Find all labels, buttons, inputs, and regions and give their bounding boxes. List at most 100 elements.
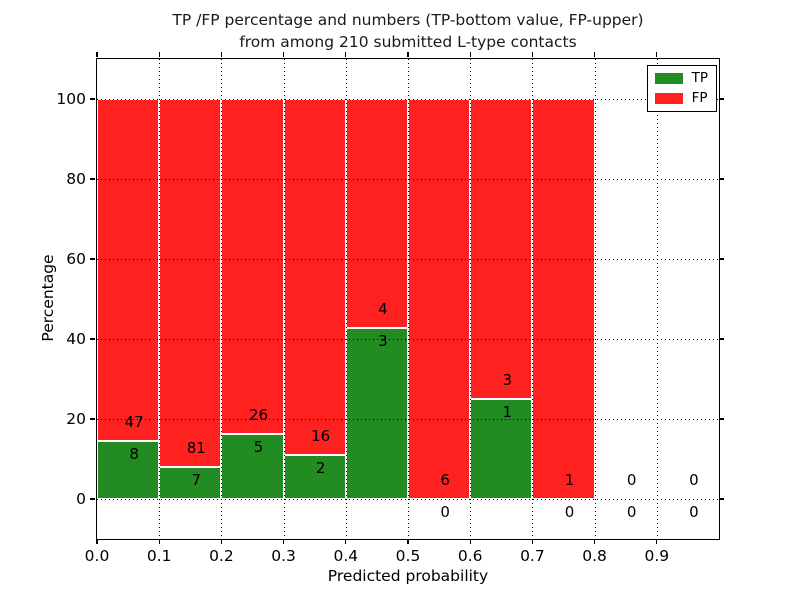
chart-title-line2: from among 210 submitted L-type contacts [239,33,577,51]
plot-area: 0.0 0.1 0.2 0.3 0.4 0.5 0.6 0.7 0.8 0.9 0 20 40 60 80 1… [56,52,724,565]
fp-count-annotation: 81 [186,439,206,458]
y-tick-mark [719,338,724,340]
y-tick-mark [719,258,724,260]
x-tick-mark [282,52,285,57]
x-gridline [594,59,596,539]
x-gridline [283,59,285,539]
legend-entry-tp: TP [654,70,708,86]
x-tick-mark [220,539,223,544]
fp-count-annotation: 4 [378,299,388,318]
x-tick-label: 0.8 [582,547,607,565]
x-tick-mark [96,52,98,57]
x-tick-label: 0.4 [333,547,359,565]
fp-bar-segment [97,99,160,441]
fp-bar-segment [470,99,533,399]
x-tick-label: 0.2 [209,547,234,565]
x-tick-mark [220,52,223,57]
tp-legend-label: TP [691,70,708,86]
x-tick-mark [469,52,471,57]
y-gridline [97,179,719,180]
y-tick-mark [90,258,95,260]
y-tick-label: 0 [76,490,86,508]
fp-count-annotation: 3 [502,371,513,389]
tp-count-annotation: 2 [315,458,326,477]
x-tick-mark [531,52,534,57]
x-tick-mark [158,52,160,57]
fp-count-annotation: 0 [689,471,699,489]
fp-count-annotation: 26 [248,406,269,425]
y-gridline [97,259,719,260]
legend: TP FP [646,65,717,112]
x-tick-mark [282,539,285,544]
tp-count-annotation: 0 [564,503,575,521]
tp-bar-segment [345,327,408,499]
legend-entry-fp: FP [654,90,708,106]
x-gridline [345,59,347,539]
x-tick-mark [656,539,658,544]
tp-count-annotation: 5 [253,438,264,457]
x-tick-mark [593,539,596,544]
grid-layer [97,59,719,539]
tp-count-annotation: 1 [502,403,513,421]
y-tick-mark [719,418,724,420]
fp-count-annotation: 6 [440,471,450,489]
y-tick-label: 80 [66,170,86,188]
x-tick-mark [656,52,658,57]
tp-legend-swatch [654,73,683,84]
x-tick-mark [158,539,160,544]
y-tick-mark [719,98,724,100]
tp-count-annotation: 8 [129,444,139,463]
tp-bar-segment [159,467,222,499]
x-tick-mark [407,539,409,544]
fp-count-annotation: 1 [564,471,575,489]
x-tick-mark [96,539,98,544]
y-gridline [97,419,719,420]
chart-title: TP /FP percentage and numbers (TP-bottom… [96,9,720,53]
fp-count-annotation: 0 [626,471,637,489]
tp-bar-segment [221,434,284,499]
tp-count-annotation: 0 [626,503,637,521]
x-tick-mark [531,539,534,544]
tp-count-annotation: 0 [689,503,699,521]
x-tick-label: 0.3 [271,547,296,565]
x-tick-mark [593,52,596,57]
x-gridline [408,59,409,539]
fp-legend-label: FP [691,90,708,106]
axis-layer: 0.0 0.1 0.2 0.3 0.4 0.5 0.6 0.7 0.8 0.9 0 20 40 60 80 1… [56,52,724,565]
y-tick-mark [90,498,95,500]
fp-bar-segment [408,99,471,499]
x-tick-label: 0.6 [457,547,483,565]
x-gridline [470,59,472,539]
y-gridline [97,99,719,100]
y-tick-mark [90,338,95,340]
y-tick-mark [719,178,724,180]
fp-count-annotation: 47 [124,412,144,431]
x-tick-mark [407,52,409,57]
y-axis-label: Percentage [39,254,57,342]
x-tick-mark [469,539,471,544]
tp-count-annotation: 3 [378,331,388,350]
tp-bar-segment [97,440,160,499]
x-tick-label: 0.7 [520,547,545,565]
y-tick-label: 40 [66,330,86,348]
x-axis-label: Predicted probability [327,567,489,585]
y-tick-label: 100 [56,90,86,108]
fp-bar-segment [532,99,595,499]
y-gridline [97,499,719,500]
x-tick-mark [345,539,347,544]
y-gridline [97,339,719,340]
x-tick-label: 0.9 [644,547,670,565]
tp-count-annotation: 7 [191,471,202,490]
fp-legend-swatch [654,93,683,104]
x-gridline [221,59,223,539]
x-gridline [656,59,658,539]
fp-count-annotation: 16 [311,426,331,445]
tp-count-annotation: 0 [440,503,450,521]
y-tick-label: 20 [66,410,86,428]
y-tick-mark [90,178,95,180]
y-tick-label: 60 [66,250,86,268]
x-tick-label: 0.1 [146,547,172,565]
x-gridline [532,59,534,539]
y-tick-mark [90,98,95,100]
